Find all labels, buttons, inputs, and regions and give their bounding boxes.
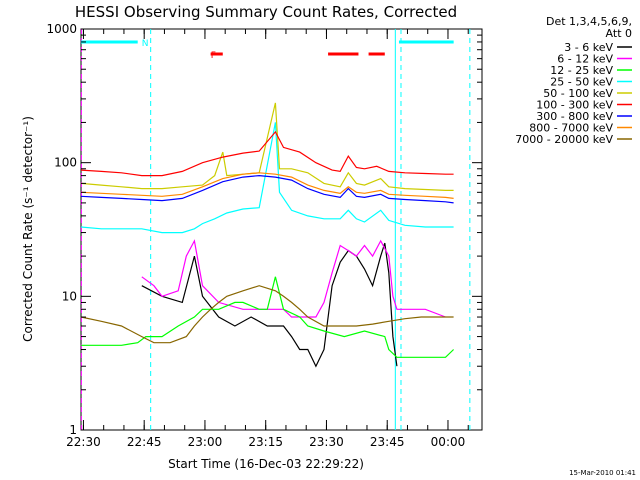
series-line-0 [141, 242, 398, 368]
x-tick-label: 23:45 [370, 435, 405, 449]
series-line-2 [81, 276, 455, 358]
series-line-6 [80, 174, 454, 204]
y-tick-label: 1000 [46, 22, 77, 36]
x-tick-label: 00:00 [431, 435, 466, 449]
series-line-7 [80, 172, 454, 199]
x-tick-label: 23:30 [309, 435, 344, 449]
legend-label: 3 - 6 keV [564, 41, 613, 54]
y-axis: 1 10 100 1000 [46, 22, 482, 437]
legend-header-line: Att 0 [606, 27, 632, 40]
series-line-8 [80, 285, 454, 344]
y-tick-label: 1 [69, 423, 77, 437]
legend-label: 50 - 100 keV [543, 87, 613, 100]
legend-label: 6 - 12 keV [557, 53, 613, 66]
legend-label: 800 - 7000 keV [529, 122, 613, 135]
vertical-markers [80, 29, 471, 430]
series-lines [80, 102, 455, 368]
series-line-3 [80, 122, 454, 234]
legend-label: 12 - 25 keV [550, 64, 613, 77]
y-tick-label: 100 [54, 156, 77, 170]
legend-label: 7000 - 20000 keV [515, 133, 613, 146]
x-tick-label: 22:45 [127, 435, 162, 449]
plot-frame [80, 28, 483, 431]
x-tick-label: 23:00 [188, 435, 223, 449]
series-line-1 [141, 239, 446, 318]
flag-label-F: F [211, 51, 216, 61]
x-tick-label: 23:15 [248, 435, 283, 449]
x-axis-label: Start Time (16-Dec-03 22:29:22) [168, 457, 364, 471]
timestamp: 15-Mar-2010 01:41 [569, 469, 636, 477]
legend-header-line: Det 1,3,4,5,6,9, [546, 15, 632, 28]
flag-bars: NF [81, 39, 454, 61]
x-axis: 22:30 22:45 23:00 23:15 23:30 23:45 00:00 [66, 29, 469, 449]
x-tick-label: 22:30 [66, 435, 101, 449]
series-line-5 [80, 130, 454, 177]
legend-label: 100 - 300 keV [536, 99, 613, 112]
series-line-4 [80, 102, 454, 191]
y-tick-label: 10 [62, 289, 77, 303]
flag-label-N: N [142, 39, 149, 49]
chart-title: HESSI Observing Summary Count Rates, Cor… [75, 3, 457, 21]
y-axis-label: Corrected Count Rate (s⁻¹ detector⁻¹) [21, 116, 35, 342]
legend-label: 300 - 800 keV [536, 110, 613, 123]
legend-label: 25 - 50 keV [550, 76, 613, 89]
